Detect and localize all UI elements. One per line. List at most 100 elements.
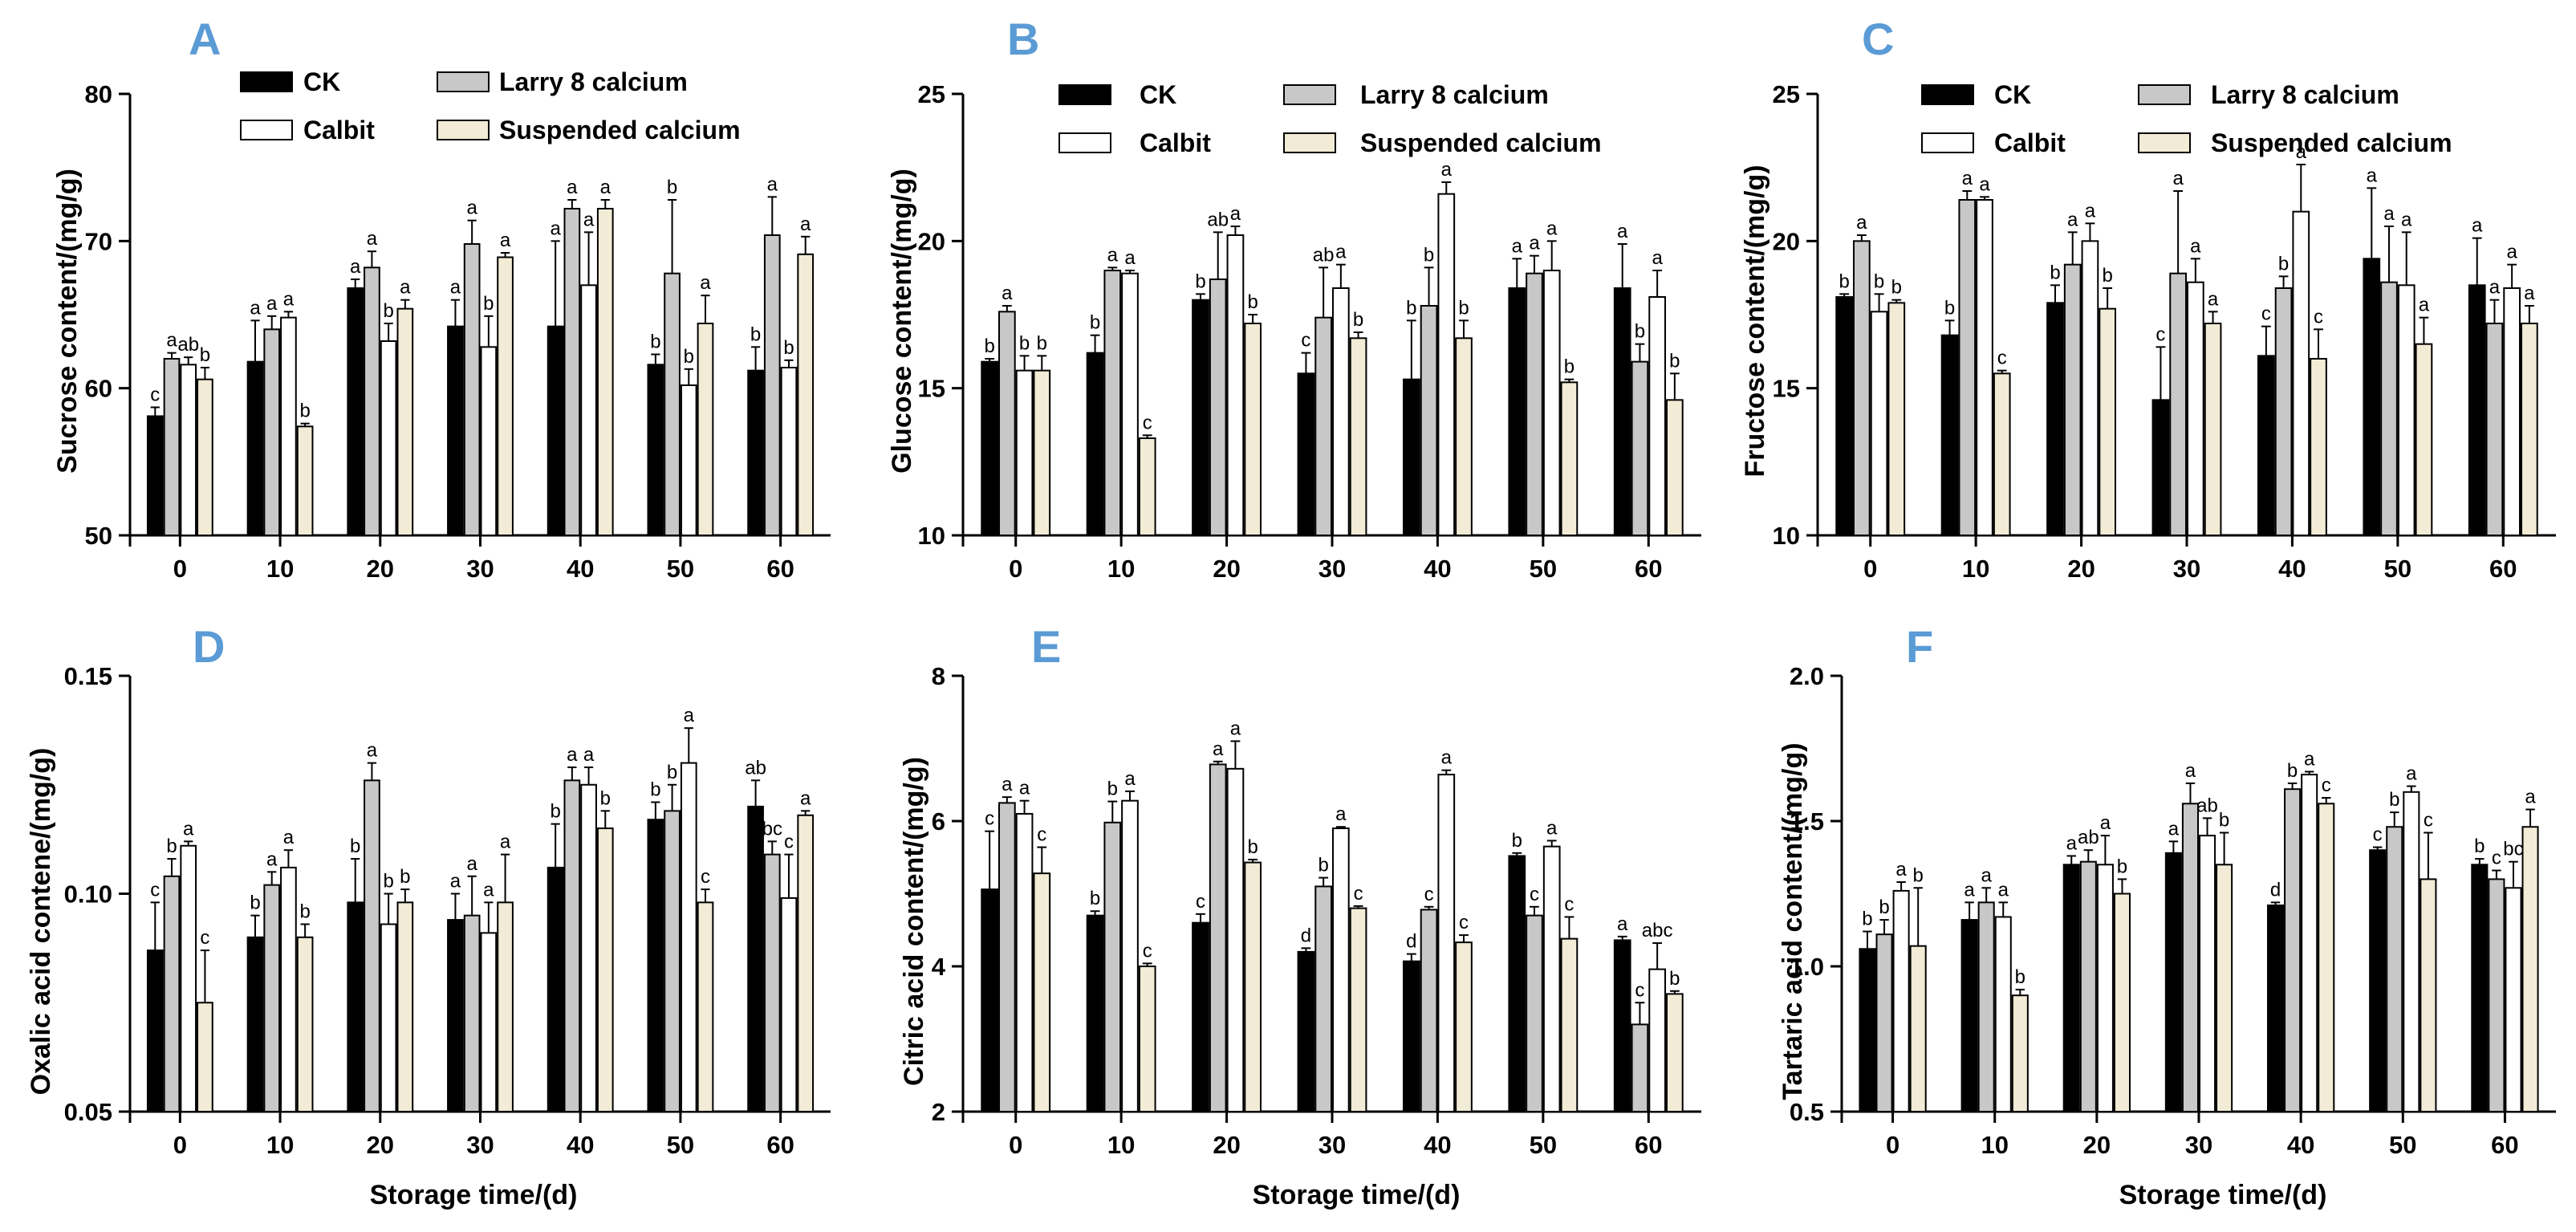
significance-label: a: [2367, 165, 2378, 186]
significance-label: b: [984, 335, 994, 357]
x-tick-label: 50: [1530, 555, 1557, 583]
x-tick-label: 10: [1107, 1131, 1135, 1159]
bar: [1542, 270, 1561, 536]
significance-label: b: [1037, 332, 1047, 354]
bar: [2096, 864, 2114, 1113]
bar: [1420, 909, 1438, 1113]
significance-label: c: [2373, 824, 2383, 846]
bar: [1103, 270, 1122, 536]
bar: [664, 810, 681, 1113]
y-tick-label: 25: [918, 80, 945, 108]
x-tick-label: 30: [2185, 1131, 2212, 1159]
panel-letter-f: F: [1906, 621, 1933, 672]
bar: [1121, 799, 1139, 1112]
bar: [2505, 887, 2522, 1112]
x-tick-label: 20: [367, 1131, 394, 1159]
significance-label: c: [1997, 348, 2007, 369]
significance-label: a: [1124, 768, 1136, 790]
significance-label: a: [450, 277, 461, 299]
significance-label: a: [2401, 209, 2412, 230]
significance-label: a: [166, 330, 177, 352]
bar: [680, 384, 697, 536]
significance-label: c: [2424, 809, 2433, 831]
significance-label: b: [2278, 253, 2289, 274]
y-tick-label: 10: [1773, 522, 1800, 550]
significance-label: a: [1107, 244, 1119, 266]
bar: [1940, 334, 1959, 536]
bar: [1613, 939, 1631, 1113]
y-axis-title-b: Glucose content/(mg/g): [887, 169, 917, 474]
significance-label: c: [2322, 775, 2331, 796]
legend-swatch-ck: [240, 71, 293, 92]
bar: [1015, 812, 1034, 1112]
bar: [146, 415, 164, 536]
x-tick-label: 20: [1213, 1131, 1240, 1159]
bar: [2274, 287, 2293, 536]
significance-label: a: [2506, 242, 2517, 263]
bar: [546, 325, 564, 536]
bar: [1993, 372, 2011, 537]
bar: [1631, 360, 1649, 536]
bar: [1138, 437, 1156, 536]
significance-label: b: [1512, 830, 1522, 852]
legend-swatch-larry: [2138, 84, 2191, 105]
legend-label-ck: CK: [1140, 80, 1176, 109]
bar: [2164, 852, 2182, 1112]
significance-label: a: [1981, 864, 1992, 886]
significance-label: a: [1512, 235, 1523, 257]
significance-label: a: [1546, 817, 1558, 839]
bar: [280, 316, 297, 536]
y-tick-label: 20: [918, 227, 945, 255]
bar: [1209, 279, 1227, 536]
legend-swatch-calbit: [1058, 132, 1111, 153]
x-tick-label: 40: [567, 555, 594, 583]
y-tick-label: 20: [1773, 227, 1800, 255]
bar: [463, 243, 481, 536]
significance-label: b: [350, 836, 360, 857]
x-tick-label: 0: [1863, 555, 1877, 583]
bar: [497, 256, 514, 536]
bar: [180, 844, 197, 1113]
significance-label: ab: [1313, 244, 1335, 266]
bar: [1560, 937, 1579, 1112]
significance-label: a: [1998, 879, 2009, 901]
significance-label: a: [1979, 173, 1990, 195]
significance-label: b: [1874, 270, 1884, 292]
significance-label: a: [700, 272, 711, 294]
bar: [263, 884, 281, 1112]
bar: [1244, 861, 1262, 1112]
y-tick-label: 1.0: [1790, 953, 1824, 981]
significance-label: b: [1839, 270, 1849, 292]
bar: [2369, 849, 2387, 1112]
bar: [364, 779, 380, 1112]
significance-label: a: [2172, 168, 2184, 189]
bar: [1297, 372, 1315, 537]
significance-label: a: [183, 818, 194, 840]
bar: [763, 853, 781, 1112]
x-tick-label: 10: [1107, 555, 1135, 583]
bar: [1631, 1023, 1649, 1113]
y-tick-label: 0.5: [1790, 1098, 1824, 1126]
significance-label: a: [2489, 277, 2501, 299]
significance-label: a: [2185, 760, 2196, 782]
bar: [1103, 821, 1122, 1113]
significance-label: b: [684, 346, 694, 368]
x-tick-label: 40: [2278, 555, 2306, 583]
significance-label: c: [2261, 303, 2271, 325]
x-tick-label: 10: [1981, 1131, 2008, 1159]
y-tick-label: 0.05: [64, 1098, 112, 1126]
y-tick-label: 80: [85, 80, 112, 108]
significance-label: b: [1669, 350, 1680, 372]
significance-label: a: [1213, 738, 1224, 760]
bar: [1648, 296, 1666, 536]
significance-label: a: [2525, 787, 2536, 808]
bar: [2151, 399, 2170, 537]
significance-label: c: [200, 927, 209, 949]
significance-label: ab: [1207, 209, 1229, 230]
bar: [664, 272, 681, 536]
significance-label: b: [2117, 856, 2127, 877]
bar: [1526, 272, 1543, 536]
bar: [246, 936, 264, 1113]
bar: [146, 949, 164, 1112]
x-tick-label: 50: [2389, 1131, 2416, 1159]
